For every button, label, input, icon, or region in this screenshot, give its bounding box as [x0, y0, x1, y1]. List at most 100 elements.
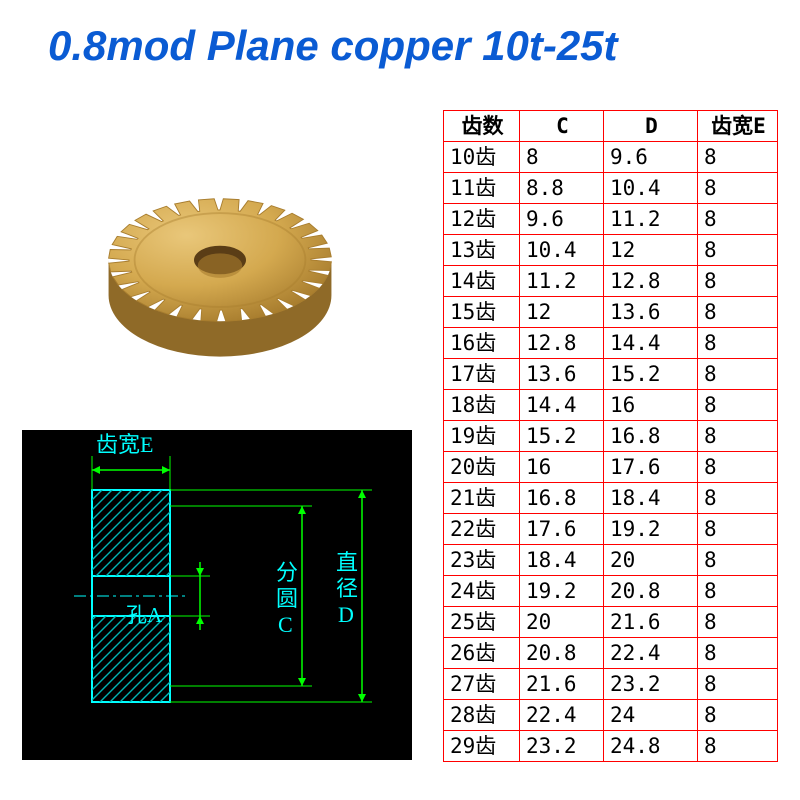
- table-cell: 19.2: [604, 514, 698, 545]
- table-header: 齿数: [444, 111, 520, 142]
- table-cell: 17.6: [520, 514, 604, 545]
- table-cell: 20齿: [444, 452, 520, 483]
- table-cell: 12: [604, 235, 698, 266]
- table-cell: 24: [604, 700, 698, 731]
- table-cell: 16: [520, 452, 604, 483]
- table-cell: 8: [698, 514, 778, 545]
- table-row: 27齿21.623.28: [444, 669, 778, 700]
- svg-text:分: 分: [276, 560, 298, 585]
- table-cell: 16.8: [604, 421, 698, 452]
- table-cell: 25齿: [444, 607, 520, 638]
- table-cell: 8: [698, 297, 778, 328]
- table-row: 16齿12.814.48: [444, 328, 778, 359]
- table-cell: 8: [698, 421, 778, 452]
- table-cell: 12: [520, 297, 604, 328]
- table-cell: 14齿: [444, 266, 520, 297]
- table-row: 10齿89.68: [444, 142, 778, 173]
- gear-illustration: [60, 130, 380, 390]
- table-cell: 23.2: [520, 731, 604, 762]
- diagram-svg: 齿宽E 孔A 分圆C 直径D: [22, 430, 412, 760]
- table-cell: 8: [698, 545, 778, 576]
- table-cell: 13齿: [444, 235, 520, 266]
- table-cell: 8: [698, 483, 778, 514]
- table-cell: 8: [698, 173, 778, 204]
- table-cell: 8: [698, 204, 778, 235]
- table-row: 29齿23.224.88: [444, 731, 778, 762]
- table-cell: 19.2: [520, 576, 604, 607]
- table-cell: 24齿: [444, 576, 520, 607]
- table-cell: 17.6: [604, 452, 698, 483]
- table-cell: 17齿: [444, 359, 520, 390]
- table-cell: 8: [698, 700, 778, 731]
- table-cell: 22.4: [604, 638, 698, 669]
- table-row: 14齿11.212.88: [444, 266, 778, 297]
- table-cell: 20.8: [604, 576, 698, 607]
- table-cell: 11.2: [604, 204, 698, 235]
- table-cell: 18.4: [604, 483, 698, 514]
- svg-text:D: D: [338, 602, 354, 627]
- page-title: 0.8mod Plane copper 10t-25t: [48, 22, 618, 70]
- table-header: C: [520, 111, 604, 142]
- table-cell: 16.8: [520, 483, 604, 514]
- table-row: 20齿1617.68: [444, 452, 778, 483]
- table-cell: 18齿: [444, 390, 520, 421]
- table-cell: 14.4: [604, 328, 698, 359]
- svg-text:孔A: 孔A: [126, 603, 163, 627]
- svg-text:圆: 圆: [276, 586, 298, 611]
- table-cell: 29齿: [444, 731, 520, 762]
- table-cell: 13.6: [604, 297, 698, 328]
- table-cell: 8: [698, 390, 778, 421]
- table-cell: 16齿: [444, 328, 520, 359]
- table-cell: 8: [698, 607, 778, 638]
- table-cell: 11.2: [520, 266, 604, 297]
- table-row: 18齿14.4168: [444, 390, 778, 421]
- table-cell: 8: [698, 638, 778, 669]
- table-row: 22齿17.619.28: [444, 514, 778, 545]
- svg-text:齿宽E: 齿宽E: [96, 432, 153, 457]
- svg-text:C: C: [278, 612, 293, 637]
- table-cell: 16: [604, 390, 698, 421]
- table-row: 19齿15.216.88: [444, 421, 778, 452]
- table-cell: 21.6: [520, 669, 604, 700]
- table-row: 21齿16.818.48: [444, 483, 778, 514]
- table-cell: 8: [698, 328, 778, 359]
- gear-photo: [30, 110, 410, 410]
- table-row: 26齿20.822.48: [444, 638, 778, 669]
- table-cell: 8: [698, 359, 778, 390]
- table-cell: 8: [698, 669, 778, 700]
- table-cell: 8: [698, 452, 778, 483]
- table-row: 24齿19.220.88: [444, 576, 778, 607]
- table-cell: 13.6: [520, 359, 604, 390]
- technical-diagram: 齿宽E 孔A 分圆C 直径D: [22, 430, 412, 760]
- table-cell: 8: [698, 235, 778, 266]
- table-row: 11齿8.810.48: [444, 173, 778, 204]
- table-cell: 22.4: [520, 700, 604, 731]
- table-cell: 26齿: [444, 638, 520, 669]
- table-cell: 8.8: [520, 173, 604, 204]
- table-cell: 10.4: [520, 235, 604, 266]
- table-cell: 12齿: [444, 204, 520, 235]
- table-cell: 28齿: [444, 700, 520, 731]
- table-cell: 8: [698, 731, 778, 762]
- table-cell: 9.6: [604, 142, 698, 173]
- table-row: 12齿9.611.28: [444, 204, 778, 235]
- spec-table: 齿数CD齿宽E10齿89.6811齿8.810.4812齿9.611.2813齿…: [443, 110, 778, 762]
- table-cell: 22齿: [444, 514, 520, 545]
- table-row: 23齿18.4208: [444, 545, 778, 576]
- table-cell: 24.8: [604, 731, 698, 762]
- svg-text:直: 直: [336, 550, 358, 575]
- table-cell: 20: [520, 607, 604, 638]
- svg-text:径: 径: [336, 576, 358, 601]
- table-cell: 20: [604, 545, 698, 576]
- table-cell: 10齿: [444, 142, 520, 173]
- table-cell: 12.8: [520, 328, 604, 359]
- table-cell: 10.4: [604, 173, 698, 204]
- table-cell: 19齿: [444, 421, 520, 452]
- table-header: 齿宽E: [698, 111, 778, 142]
- table-cell: 21.6: [604, 607, 698, 638]
- table-header: D: [604, 111, 698, 142]
- table-cell: 11齿: [444, 173, 520, 204]
- table-cell: 8: [698, 576, 778, 607]
- table-cell: 15.2: [604, 359, 698, 390]
- table-row: 28齿22.4248: [444, 700, 778, 731]
